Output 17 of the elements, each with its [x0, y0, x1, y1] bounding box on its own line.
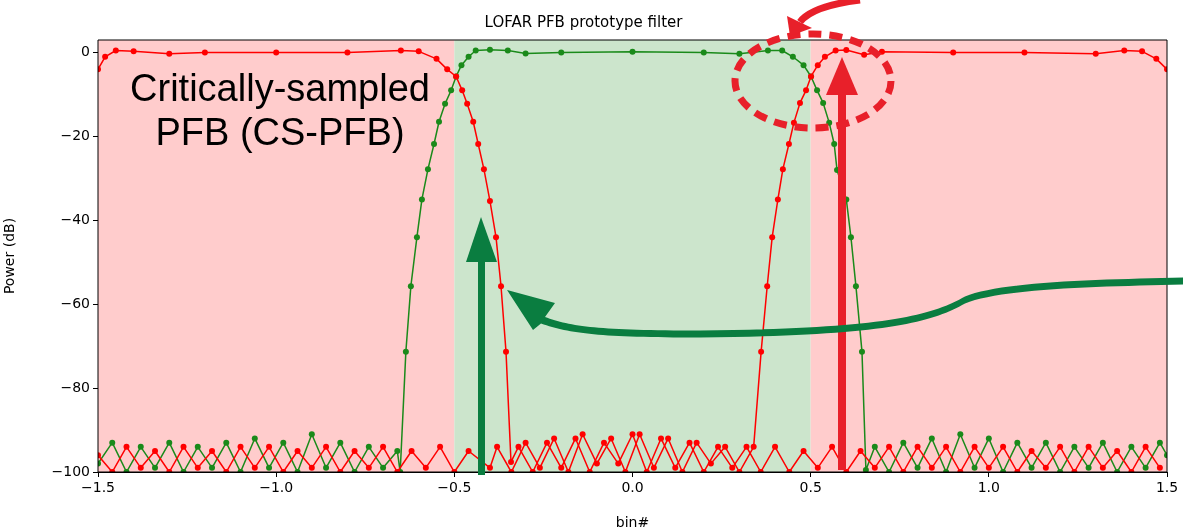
x-tick-label: 1.5 — [1155, 479, 1179, 496]
x-tick-label: 0.0 — [621, 479, 644, 496]
x-axis-title: bin# — [615, 514, 650, 531]
chart-title: LOFAR PFB prototype filter — [484, 12, 684, 31]
y-axis-title: Power (dB) — [1, 217, 18, 295]
annotation: Critically-sampled PFB (CS-PFB) — [129, 66, 431, 154]
y-tick-label: 0 — [81, 43, 90, 60]
x-tick-label: −0.5 — [437, 479, 472, 496]
y-tick-label: −80 — [60, 378, 90, 395]
x-tick-label: 0.5 — [799, 479, 822, 496]
y-tick-label: −20 — [60, 127, 90, 144]
x-tick-label: 1.0 — [977, 479, 1000, 496]
y-tick-label: −100 — [51, 462, 90, 479]
x-tick-label: −1.0 — [259, 479, 294, 496]
y-tick-label: −40 — [60, 210, 90, 227]
y-tick-label: −60 — [60, 294, 90, 311]
x-tick-label: −1.5 — [81, 479, 115, 496]
